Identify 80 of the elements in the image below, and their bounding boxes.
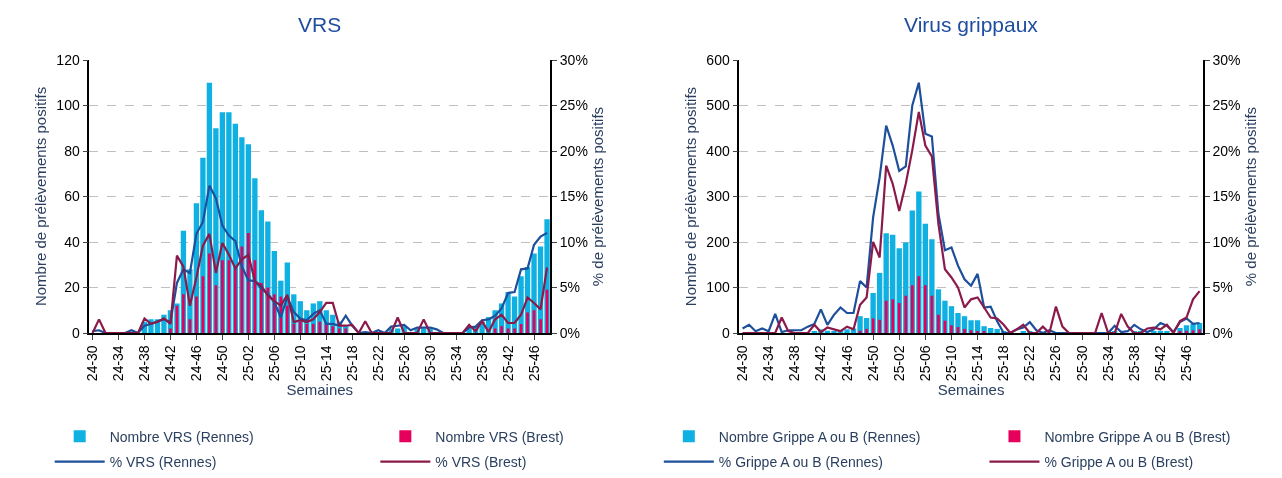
x-tick-label: 25-26 — [1047, 345, 1064, 382]
x-tick-label: 25-38 — [473, 345, 490, 382]
x-tick-label: 25-46 — [1178, 345, 1195, 382]
x-tick-label: 25-06 — [916, 345, 933, 382]
x-tick-label: 24-46 — [838, 345, 855, 382]
x-tick-label: 25-02 — [239, 345, 256, 382]
y-axis-title: Nombre de prélèvements positifs — [32, 86, 50, 307]
y2-tick-label: 30% — [559, 51, 588, 68]
y-tick-label: 600 — [706, 51, 730, 68]
x-tick-label: 25-38 — [1125, 345, 1142, 382]
y-tick-label: 500 — [706, 97, 730, 114]
x-axis-title: Semaines — [286, 381, 354, 399]
y2-axis-title: % de prélèvements positifs — [589, 106, 607, 287]
x-tick-label: 25-10 — [943, 345, 960, 382]
y2-tick-label: 25% — [559, 97, 588, 114]
legend-label: Nombre VRS (Brest) — [435, 428, 564, 445]
y-tick-label: 60 — [64, 188, 80, 205]
x-tick-label: 25-14 — [317, 345, 334, 382]
x-tick-label: 24-30 — [734, 345, 751, 382]
x-tick-label: 25-06 — [265, 345, 282, 382]
x-tick-label: 25-46 — [525, 345, 542, 382]
x-tick-label: 25-30 — [1073, 345, 1090, 382]
y-tick-label: 100 — [706, 279, 730, 296]
x-tick-label: 25-14 — [969, 345, 986, 382]
x-tick-label: 24-38 — [136, 345, 153, 382]
y-axis-title: Nombre de prélèvements positifs — [682, 86, 700, 307]
x-tick-label: 25-22 — [369, 345, 386, 382]
x-tick-label: 25-42 — [1151, 345, 1168, 382]
x-tick-label: 24-42 — [812, 345, 829, 382]
y2-tick-label: 15% — [1212, 188, 1241, 205]
y-tick-label: 40 — [64, 233, 80, 250]
y-tick-label: 80 — [64, 142, 80, 159]
y-tick-label: 120 — [56, 51, 80, 68]
x-tick-label: 25-34 — [1099, 345, 1116, 382]
y2-tick-label: 0% — [559, 324, 581, 341]
x-tick-label: 25-18 — [995, 345, 1012, 382]
y2-tick-label: 0% — [1212, 324, 1233, 341]
y-tick-label: 0 — [721, 324, 730, 341]
x-tick-label: 25-34 — [447, 345, 464, 382]
y-tick-label: 20 — [64, 279, 80, 296]
legend-label: Nombre VRS (Rennes) — [109, 428, 254, 445]
y2-tick-label: 20% — [1212, 142, 1241, 159]
y-tick-label: 400 — [706, 142, 730, 159]
x-tick-label: 24-50 — [213, 345, 230, 382]
y2-tick-label: 30% — [1212, 51, 1241, 68]
y2-tick-label: 25% — [1212, 97, 1241, 114]
legend-label: % Grippe A ou B (Rennes) — [718, 454, 884, 471]
y2-tick-label: 10% — [1212, 233, 1241, 250]
y2-tick-label: 5% — [559, 279, 581, 296]
y-tick-label: 100 — [56, 97, 80, 114]
legend-label: Nombre Grippe A ou B (Brest) — [1044, 428, 1231, 445]
x-tick-label: 24-46 — [187, 345, 204, 382]
y2-tick-label: 15% — [559, 188, 588, 205]
y2-tick-label: 20% — [559, 142, 588, 159]
legend-label: % VRS (Rennes) — [109, 454, 217, 471]
x-tick-label: 25-22 — [1021, 345, 1038, 382]
y-tick-label: 300 — [706, 188, 730, 205]
chart-title: VRS — [298, 13, 342, 36]
x-tick-label: 24-38 — [786, 345, 803, 382]
legend-label: % VRS (Brest) — [435, 454, 527, 471]
legend-label: % Grippe A ou B (Brest) — [1044, 454, 1194, 471]
x-tick-label: 24-42 — [161, 345, 178, 382]
x-tick-label: 24-34 — [760, 345, 777, 382]
legend-label: Nombre Grippe A ou B (Rennes) — [718, 428, 921, 445]
y2-tick-label: 5% — [1212, 279, 1233, 296]
y-tick-label: 200 — [706, 233, 730, 250]
x-tick-label: 25-18 — [343, 345, 360, 382]
x-tick-label: 24-30 — [84, 345, 101, 382]
x-tick-label: 24-50 — [864, 345, 881, 382]
x-axis-title: Semaines — [937, 381, 1005, 399]
x-tick-label: 25-30 — [421, 345, 438, 382]
y2-tick-label: 10% — [559, 233, 588, 250]
y2-axis-title: % de prélèvements positifs — [1241, 106, 1259, 287]
x-tick-label: 25-10 — [291, 345, 308, 382]
chart-title: Virus grippaux — [904, 13, 1039, 36]
x-tick-label: 25-26 — [395, 345, 412, 382]
x-tick-label: 24-34 — [110, 345, 127, 382]
x-tick-label: 25-42 — [499, 345, 516, 382]
x-tick-label: 25-02 — [890, 345, 907, 382]
y-tick-label: 0 — [71, 324, 80, 341]
